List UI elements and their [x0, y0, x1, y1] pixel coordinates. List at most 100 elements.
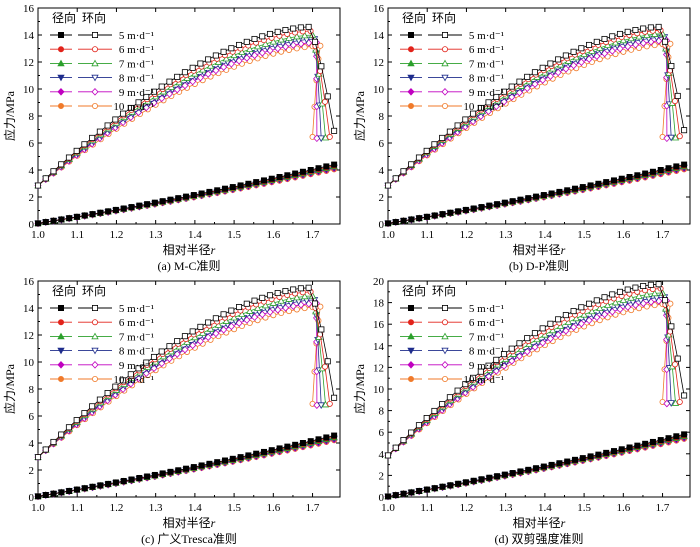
radial-point	[392, 219, 399, 226]
radial-point	[673, 163, 680, 170]
hoop-point	[578, 45, 585, 52]
radial-point	[81, 485, 88, 492]
radial-point	[579, 184, 586, 191]
hoop-point	[570, 308, 577, 315]
radial-point	[681, 161, 688, 168]
x-tick-label: 1.7	[306, 229, 320, 241]
plot-frame	[387, 280, 691, 498]
legend-entry-label: 7 m·d⁻¹	[119, 331, 154, 343]
legend-hoop-marker	[92, 32, 99, 39]
y-tick-label: 2	[29, 465, 35, 477]
radial-point	[253, 450, 260, 457]
x-tick-label: 1.1	[70, 229, 84, 241]
hoop-point	[651, 30, 659, 37]
hoop-point	[35, 182, 42, 189]
radial-point	[198, 190, 205, 197]
legend-header-radial: 径向	[52, 10, 76, 25]
hoop-point	[671, 98, 678, 105]
legend-entry-label: 6 m·d⁻¹	[119, 317, 154, 329]
hoop-point	[554, 330, 562, 339]
hoop-point	[318, 326, 325, 333]
hoop-line	[387, 33, 676, 186]
x-tick-label: 1.6	[266, 229, 280, 241]
hoop-point	[220, 48, 227, 55]
hoop-point	[214, 58, 223, 65]
hoop-point	[238, 310, 246, 318]
hoop-line	[37, 302, 318, 458]
hoop-point	[668, 63, 675, 70]
radial-point	[423, 213, 430, 220]
hoop-point	[189, 77, 197, 86]
hoop-point	[235, 57, 243, 65]
hoop-point	[227, 60, 235, 68]
y-tick-label: 12	[373, 57, 384, 69]
radial-point	[548, 461, 555, 468]
radial-point	[292, 170, 299, 177]
legend-radial-marker	[58, 32, 65, 39]
hoop-point	[96, 396, 103, 403]
radial-point	[447, 209, 454, 216]
hoop-point	[96, 128, 103, 135]
legend-entry-label: 8 m·d⁻¹	[119, 73, 154, 85]
hoop-point	[667, 134, 675, 142]
panel-caption: (d) 双剪强度准则	[495, 531, 584, 546]
radial-point	[649, 438, 656, 445]
hoop-point	[477, 104, 484, 111]
legend-entry-label: 10 m·d⁻¹	[463, 374, 504, 386]
hoop-point	[290, 25, 297, 32]
hoop-point	[577, 58, 585, 66]
legend-radial-marker	[58, 375, 65, 382]
hoop-point	[81, 410, 88, 417]
hoop-point	[586, 41, 593, 48]
y-tick-label: 4	[379, 449, 385, 461]
y-tick-label: 8	[29, 111, 35, 123]
legend-hoop-marker	[441, 319, 448, 326]
hoop-point	[321, 98, 328, 105]
hoop-point	[326, 400, 333, 407]
radial-point	[595, 451, 602, 458]
y-tick-label: 8	[379, 111, 385, 123]
hoop-point	[661, 38, 668, 45]
hoop-point	[290, 286, 297, 293]
legend-radial-marker	[407, 319, 414, 326]
hoop-point	[609, 33, 616, 40]
radial-point	[159, 198, 166, 205]
radial-point	[97, 209, 104, 216]
x-axis-label: 相对半径r	[513, 516, 566, 530]
hoop-point	[539, 76, 547, 84]
radial-point	[222, 185, 229, 192]
x-tick-label: 1.0	[31, 502, 45, 514]
hoop-point	[616, 288, 623, 295]
radial-point	[66, 215, 73, 222]
y-axis-label: 应力/MPa	[352, 363, 367, 414]
x-axis-label: 相对半径r	[163, 243, 216, 257]
hoop-point	[431, 141, 438, 148]
hoop-point	[293, 306, 300, 313]
hoop-point	[636, 44, 643, 51]
legend-hoop-marker	[441, 375, 448, 382]
radial-point	[315, 165, 322, 172]
radial-point	[120, 205, 127, 212]
hoop-point	[205, 319, 212, 326]
radial-point	[462, 479, 469, 486]
hoop-point	[282, 27, 289, 34]
series-1	[384, 23, 688, 227]
plot-frame	[37, 7, 341, 225]
hoop-point	[485, 362, 492, 369]
hoop-point	[580, 310, 588, 318]
hoop-point	[674, 92, 681, 99]
radial-point	[276, 174, 283, 181]
hoop-point	[181, 81, 189, 90]
radial-point	[35, 220, 42, 227]
hoop-point	[462, 381, 469, 388]
radial-point	[486, 202, 493, 209]
hoop-point	[603, 301, 612, 309]
y-tick-label: 12	[23, 57, 34, 69]
hoop-point	[230, 51, 238, 59]
hoop-point	[293, 32, 301, 40]
hoop-point	[546, 72, 554, 80]
legend-entry-label: 8 m·d⁻¹	[469, 73, 504, 85]
x-tick-label: 1.4	[188, 229, 202, 241]
hoop-point	[58, 161, 65, 168]
x-axis-label: 相对半径r	[163, 516, 216, 530]
